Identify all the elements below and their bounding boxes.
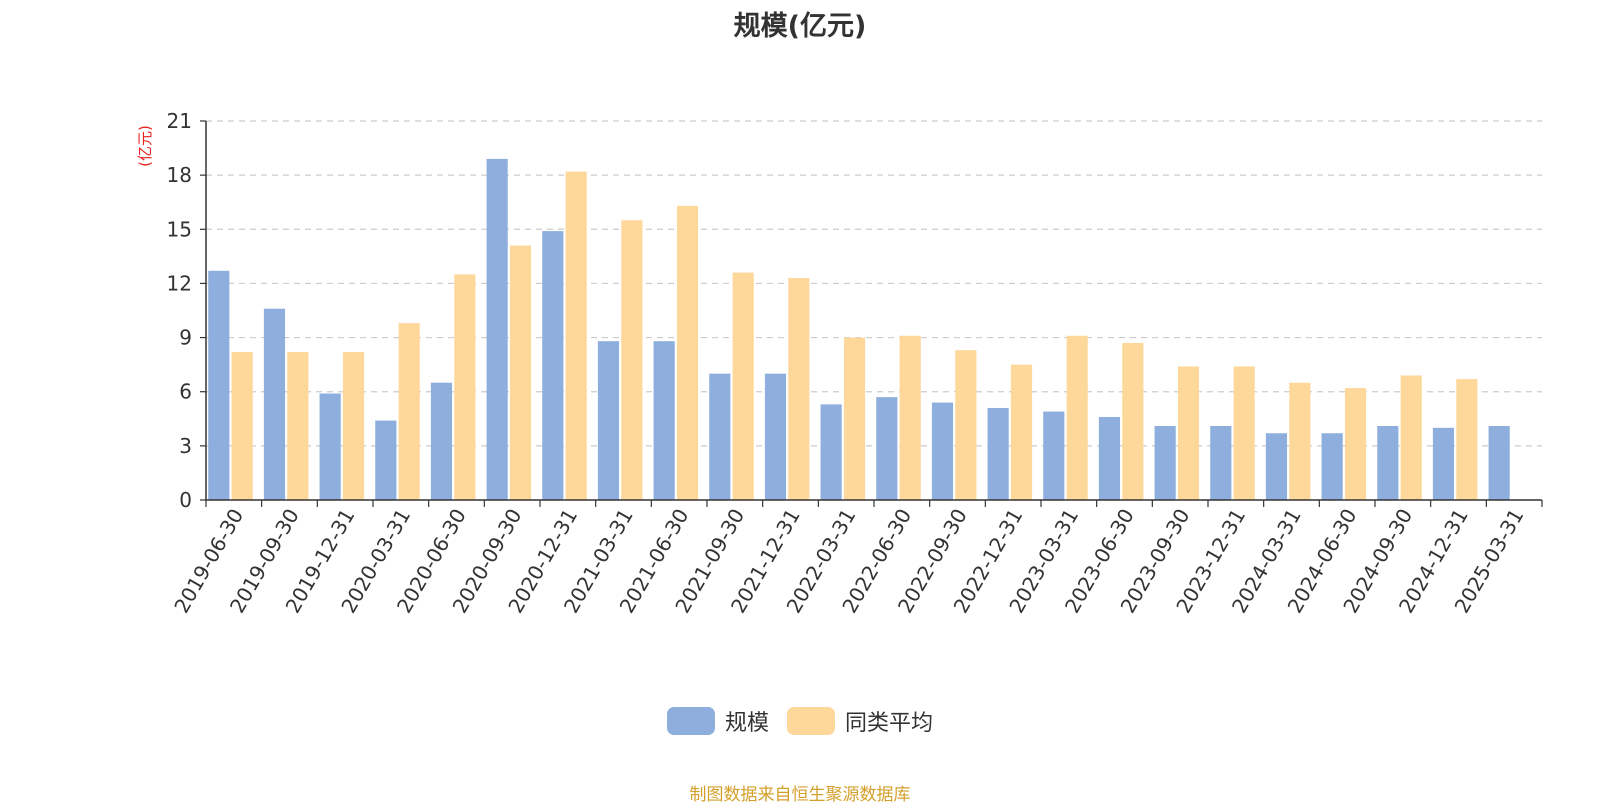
- bar-series-2[interactable]: [788, 278, 810, 500]
- bar-series-2[interactable]: [509, 245, 532, 500]
- legend-swatch: [666, 707, 715, 735]
- bar-series-1[interactable]: [1043, 411, 1065, 500]
- bar-series-2[interactable]: [231, 352, 253, 500]
- y-axis-unit-label: (亿元): [136, 125, 154, 167]
- legend-label: 同类平均: [845, 711, 934, 736]
- bar-series-2[interactable]: [1233, 366, 1255, 500]
- y-tick-label: 18: [167, 163, 192, 187]
- bar-series-1[interactable]: [709, 373, 731, 500]
- grid-lines: [206, 120, 1542, 447]
- bar-series-2[interactable]: [287, 352, 309, 500]
- bar-series-1[interactable]: [375, 420, 397, 500]
- bar-series-1[interactable]: [430, 382, 453, 500]
- bars: [208, 158, 1510, 501]
- chart-title: 规模(亿元): [733, 11, 867, 42]
- bar-series-1[interactable]: [1265, 433, 1288, 500]
- bar-series-1[interactable]: [486, 158, 508, 500]
- bar-series-2[interactable]: [1344, 388, 1367, 500]
- bar-series-1[interactable]: [1210, 426, 1232, 500]
- bar-series-2[interactable]: [955, 350, 977, 500]
- bar-series-2[interactable]: [1066, 335, 1088, 500]
- legend-label: 规模: [724, 711, 769, 736]
- bar-series-1[interactable]: [542, 231, 564, 501]
- y-tick-label: 12: [167, 271, 192, 295]
- bar-series-1[interactable]: [319, 393, 341, 500]
- bar-series-1[interactable]: [820, 404, 842, 500]
- bar-series-2[interactable]: [1010, 364, 1033, 500]
- legend-item-series-1[interactable]: 规模: [666, 705, 769, 737]
- legend: 规模 同类平均: [0, 705, 1600, 737]
- y-tick-label: 21: [167, 109, 192, 133]
- bar-series-2[interactable]: [565, 171, 587, 501]
- bar-series-1[interactable]: [1488, 426, 1510, 500]
- bar-series-1[interactable]: [1098, 416, 1121, 500]
- bar-series-1[interactable]: [1321, 433, 1343, 500]
- bar-series-1[interactable]: [208, 270, 230, 500]
- legend-swatch: [787, 707, 835, 735]
- y-tick-label: 9: [179, 326, 192, 350]
- y-tick-label: 0: [179, 488, 192, 512]
- bar-series-2[interactable]: [454, 274, 476, 500]
- bar-series-1[interactable]: [987, 407, 1009, 500]
- bar-series-2[interactable]: [621, 220, 643, 500]
- bar-series-2[interactable]: [676, 205, 699, 501]
- bar-series-2[interactable]: [342, 352, 365, 500]
- y-tick-label: 3: [179, 434, 192, 458]
- legend-item-series-2[interactable]: 同类平均: [787, 705, 933, 737]
- bar-series-1[interactable]: [653, 341, 675, 500]
- bar-series-2[interactable]: [843, 337, 866, 500]
- bar-series-2[interactable]: [1177, 366, 1200, 500]
- bar-series-2[interactable]: [732, 272, 754, 500]
- bar-series-1[interactable]: [597, 341, 620, 500]
- source-note: 制图数据来自恒生聚源数据库: [689, 785, 911, 805]
- y-tick-label: 6: [179, 380, 192, 404]
- bar-series-2[interactable]: [899, 335, 921, 500]
- bar-series-2[interactable]: [1289, 382, 1311, 500]
- bar-series-1[interactable]: [1432, 427, 1455, 500]
- bar-series-1[interactable]: [1377, 426, 1399, 500]
- bar-series-1[interactable]: [263, 308, 286, 500]
- bar-series-2[interactable]: [1456, 379, 1478, 500]
- bar-series-1[interactable]: [764, 373, 787, 500]
- bar-series-2[interactable]: [1122, 342, 1144, 500]
- bar-series-1[interactable]: [931, 402, 954, 500]
- bar-series-2[interactable]: [398, 323, 420, 500]
- bar-series-1[interactable]: [1154, 426, 1176, 500]
- bar-series-2[interactable]: [1400, 375, 1422, 500]
- y-tick-label: 15: [167, 217, 192, 241]
- bar-series-1[interactable]: [876, 397, 898, 500]
